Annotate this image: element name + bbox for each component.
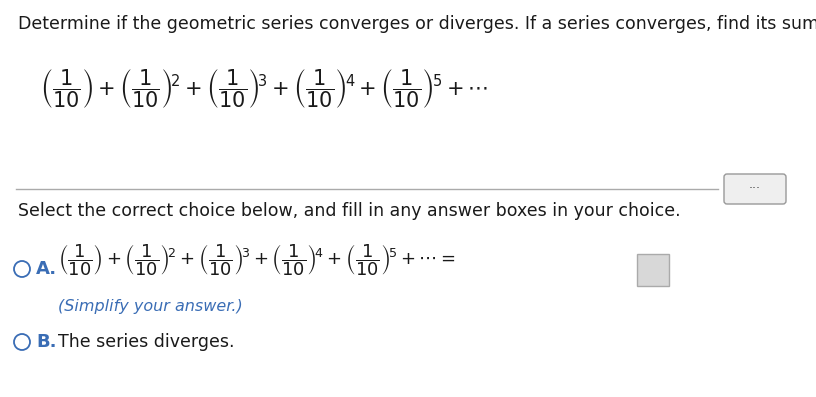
Text: Select the correct choice below, and fill in any answer boxes in your choice.: Select the correct choice below, and fil…: [18, 202, 681, 220]
Text: (Simplify your answer.): (Simplify your answer.): [58, 299, 242, 314]
Text: ···: ···: [749, 183, 761, 195]
Text: Determine if the geometric series converges or diverges. If a series converges, : Determine if the geometric series conver…: [18, 15, 816, 33]
Text: B.: B.: [36, 333, 56, 351]
Text: The series diverges.: The series diverges.: [58, 333, 234, 351]
FancyBboxPatch shape: [637, 254, 669, 286]
Circle shape: [14, 261, 30, 277]
Text: A.: A.: [36, 260, 57, 278]
Circle shape: [14, 334, 30, 350]
FancyBboxPatch shape: [724, 174, 786, 204]
Text: $\left(\dfrac{1}{10}\right) + \left(\dfrac{1}{10}\right)^{\!2} + \left(\dfrac{1}: $\left(\dfrac{1}{10}\right) + \left(\dfr…: [40, 67, 488, 110]
Text: $\left(\dfrac{1}{10}\right) + \left(\dfrac{1}{10}\right)^{\!2} + \left(\dfrac{1}: $\left(\dfrac{1}{10}\right) + \left(\dfr…: [58, 242, 455, 278]
